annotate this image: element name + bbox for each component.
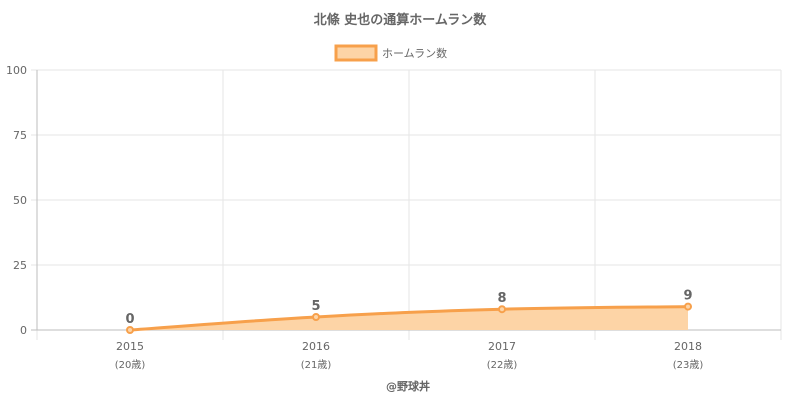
series-area (126, 302, 692, 334)
data-label: 5 (311, 299, 320, 314)
data-point[interactable] (312, 313, 320, 321)
data-labels: 0 5 8 9 (125, 289, 692, 327)
y-tick-label: 75 (13, 129, 27, 142)
data-point[interactable] (498, 305, 506, 314)
grid (31, 69, 782, 340)
chart-title: 北條 史也の通算ホームラン数 (314, 12, 487, 28)
y-tick-label: 50 (13, 194, 27, 207)
x-tick-sublabel: (22歳) (487, 359, 518, 371)
x-tick-sublabel: (21歳) (301, 359, 332, 371)
y-tick-label: 100 (6, 64, 27, 77)
x-tick-label: 2018 (674, 340, 702, 353)
data-point[interactable] (684, 302, 692, 311)
data-label: 0 (125, 312, 134, 327)
series-line (129, 305, 689, 332)
legend-swatch (334, 44, 378, 62)
x-tick-label: 2015 (116, 340, 144, 353)
legend[interactable]: ホームラン数 (334, 44, 447, 62)
y-axis-ticks: 0 25 50 75 100 (6, 64, 27, 337)
y-tick-label: 0 (20, 324, 27, 337)
x-tick-sublabel: (20歳) (115, 359, 146, 371)
credit-label: @野球丼 (386, 379, 430, 393)
data-label: 8 (497, 291, 506, 306)
x-tick-label: 2016 (302, 340, 330, 353)
x-tick-label: 2017 (488, 340, 516, 353)
legend-label: ホームラン数 (382, 47, 447, 60)
y-tick-label: 25 (13, 259, 27, 272)
data-point[interactable] (126, 326, 134, 334)
series-area-fill (130, 306, 688, 330)
x-tick-sublabel: (23歳) (673, 359, 704, 371)
data-label: 9 (683, 289, 692, 304)
x-axis-ticks: 2015 (20歳) 2016 (21歳) 2017 (22歳) 2018 (23歳) (115, 340, 704, 371)
